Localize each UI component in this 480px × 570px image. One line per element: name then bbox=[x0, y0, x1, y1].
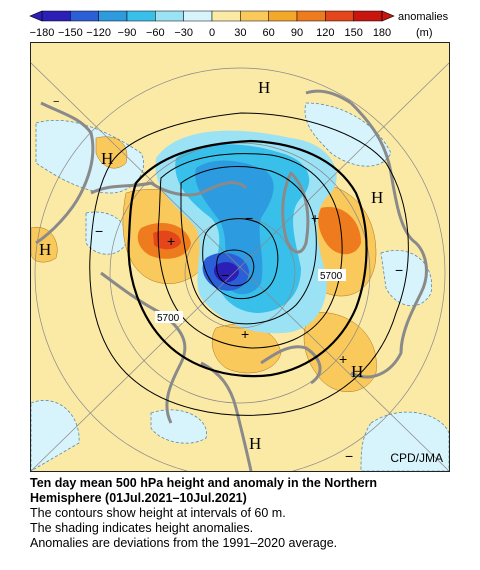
colorbar-tick-label: −30 bbox=[174, 27, 193, 39]
colorbar-swatch bbox=[98, 10, 128, 22]
contour-inner-4 bbox=[216, 249, 255, 287]
plus-marker-southeast: + bbox=[339, 351, 347, 367]
lat-circle-60 bbox=[109, 142, 371, 404]
colorbar-tick-label: 0 bbox=[209, 27, 215, 39]
high-marker-west: H bbox=[39, 240, 51, 259]
coast-asia-east bbox=[35, 101, 95, 245]
minus-marker-center: − bbox=[221, 267, 229, 283]
coast-greenland bbox=[281, 171, 310, 254]
colorbar-swatches bbox=[41, 10, 383, 22]
minus-marker-north: − bbox=[245, 210, 253, 226]
high-marker-northwest: H bbox=[101, 149, 113, 168]
high-marker-south: H bbox=[249, 434, 261, 453]
colorbar-swatch bbox=[211, 10, 241, 22]
colorbar-swatch bbox=[155, 10, 184, 22]
high-marker-southeast: H bbox=[351, 362, 363, 381]
meridian-lines bbox=[31, 62, 449, 471]
colorbar-swatch bbox=[41, 10, 71, 22]
vortex-center bbox=[213, 262, 239, 283]
high-marker-north: H bbox=[258, 78, 270, 97]
colorbar-swatch bbox=[70, 10, 99, 22]
minus-marker-east: − bbox=[395, 262, 403, 278]
colorbar-unit-m: (m) bbox=[416, 27, 433, 39]
map-svg: 5700 5700 H H H H H H + + + + − − − − − … bbox=[31, 43, 449, 471]
minus-marker-northwest: − bbox=[53, 96, 59, 108]
plus-marker-south: + bbox=[241, 326, 249, 342]
polar-map: 5700 5700 H H H H H H + + + + − − − − − … bbox=[30, 42, 450, 472]
coast-africa bbox=[200, 361, 253, 471]
caption-line5: Anomalies are deviations from the 1991–2… bbox=[30, 536, 338, 550]
colorbar-tick-label: −180 bbox=[30, 27, 55, 39]
colorbar-tick-label: 60 bbox=[263, 27, 275, 39]
colorbar-swatch bbox=[296, 10, 326, 22]
colorbar-swatch bbox=[126, 10, 156, 22]
figure-caption: Ten day mean 500 hPa height and anomaly … bbox=[30, 476, 470, 551]
anomaly-neg-southeast bbox=[360, 411, 449, 471]
latitude-circles bbox=[34, 67, 446, 471]
colorbar-tick-label: 30 bbox=[234, 27, 246, 39]
lat-circle-80 bbox=[184, 217, 296, 329]
minus-marker-southeast: − bbox=[345, 448, 353, 464]
anomaly-pos-northwest bbox=[95, 136, 128, 169]
colorbar-svg: −180 −150 −120 −90 −60 −30 0 30 60 90 120 150 180 an… bbox=[29, 10, 449, 39]
high-marker-east: H bbox=[371, 188, 383, 207]
colorbar-ticks: −180 −150 −120 −90 −60 −30 0 30 60 90 120 150 180 bbox=[30, 27, 392, 39]
coast-arctic-islands bbox=[260, 345, 322, 385]
anomaly-neg-northeast bbox=[304, 102, 392, 167]
strong-positive-anomaly bbox=[137, 207, 361, 259]
coast-alaska bbox=[305, 89, 352, 105]
anomaly-max-west bbox=[153, 230, 181, 250]
caption-line4: The shading indicates height anomalies. bbox=[30, 521, 254, 535]
anomaly-colorbar: −180 −150 −120 −90 −60 −30 0 30 60 90 120 150 180 an… bbox=[0, 0, 480, 42]
caption-line3: The contours show height at intervals of… bbox=[30, 506, 286, 520]
colorbar-left-arrow bbox=[29, 10, 43, 22]
minus-marker-west: − bbox=[95, 223, 103, 239]
contour-inner-3 bbox=[202, 218, 279, 300]
anomaly-pos-southeast bbox=[303, 312, 377, 392]
colorbar-swatch bbox=[268, 10, 298, 22]
coastlines bbox=[35, 89, 428, 471]
height-contours bbox=[89, 112, 409, 416]
colorbar-swatch bbox=[183, 10, 213, 22]
contour-inner-1 bbox=[157, 153, 343, 349]
colorbar-unit-label: anomalies bbox=[398, 11, 449, 23]
contour-5700 bbox=[127, 139, 368, 378]
colorbar-tick-label: 150 bbox=[344, 27, 362, 39]
caption-title-line1: Ten day mean 500 hPa height and anomaly … bbox=[30, 476, 378, 490]
anomaly-strong-east bbox=[318, 207, 361, 255]
contour-label-west-text: 5700 bbox=[157, 313, 180, 324]
colorbar-tick-label: −120 bbox=[86, 27, 111, 39]
colorbar-tick-label: −150 bbox=[58, 27, 83, 39]
anomaly-neg-southwest bbox=[31, 400, 80, 471]
lat-circle-40 bbox=[34, 67, 446, 471]
contour-inner-2 bbox=[180, 166, 317, 325]
plus-marker-east: + bbox=[311, 210, 319, 226]
vortex-inner bbox=[195, 160, 274, 295]
colorbar-swatch bbox=[353, 10, 383, 22]
plus-marker-west: + bbox=[167, 233, 175, 249]
contour-label-east: 5700 bbox=[318, 269, 346, 282]
colorbar-swatch bbox=[240, 10, 269, 22]
contour-outer bbox=[89, 112, 409, 416]
contour-label-west: 5700 bbox=[155, 311, 183, 324]
colorbar-swatch bbox=[325, 10, 354, 22]
colorbar-tick-label: 120 bbox=[316, 27, 334, 39]
anomaly-neg-south-center bbox=[150, 409, 207, 444]
caption-title-line2: Hemisphere (01Jul.2021–10Jul.2021) bbox=[30, 491, 247, 505]
colorbar-right-arrow bbox=[381, 10, 395, 22]
coast-north-america bbox=[349, 101, 428, 379]
coast-eurasia-north bbox=[90, 181, 248, 197]
very-strong-positive-anomaly bbox=[153, 230, 181, 250]
colorbar-tick-label: 90 bbox=[291, 27, 303, 39]
colorbar-tick-label: 180 bbox=[373, 27, 391, 39]
colorbar-tick-label: −60 bbox=[146, 27, 165, 39]
contour-label-east-text: 5700 bbox=[320, 271, 343, 282]
colorbar-tick-label: −90 bbox=[118, 27, 137, 39]
coast-europe bbox=[100, 271, 187, 424]
polar-vortex-anomaly bbox=[155, 130, 337, 334]
anomaly-pos-far-west bbox=[31, 226, 58, 263]
credit-label: CPD/JMA bbox=[390, 451, 443, 465]
